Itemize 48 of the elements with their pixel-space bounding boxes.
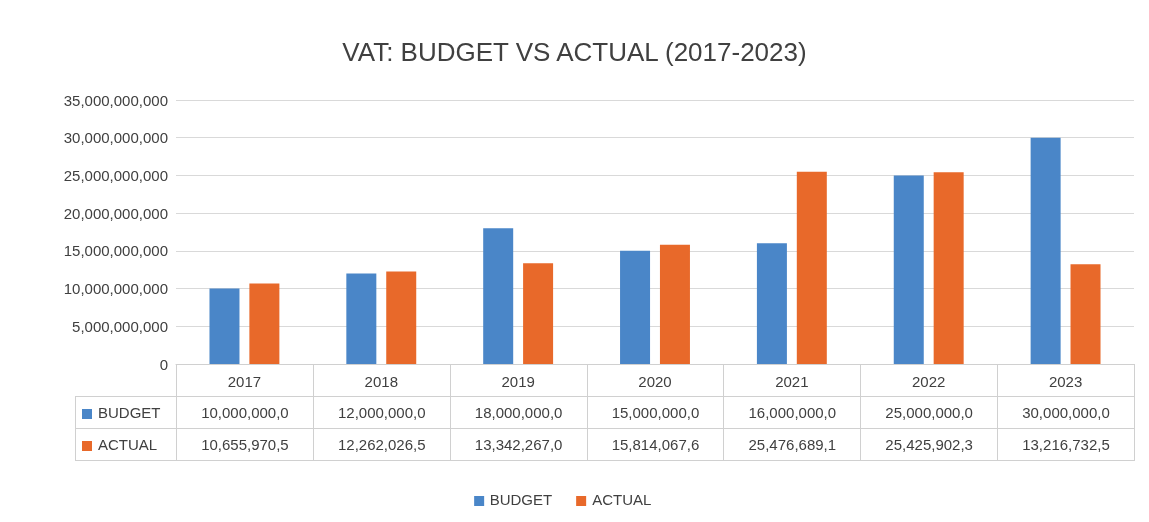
- data-label: 30,000,000,0: [997, 396, 1135, 429]
- bar: [1030, 137, 1061, 364]
- data-label: 25,425,902,3: [860, 428, 998, 461]
- chart-title: VAT: BUDGET VS ACTUAL (2017-2023): [342, 37, 807, 67]
- x-tick-label: 2019: [501, 373, 535, 390]
- bar: [1070, 264, 1101, 364]
- y-tick-label: 10,000,000,000: [63, 280, 168, 298]
- bar: [796, 171, 827, 364]
- legend-label: BUDGET: [75, 396, 177, 429]
- data-label: 25,000,000,0: [860, 396, 998, 429]
- bar: [659, 244, 690, 364]
- x-tick-label: 2021: [775, 373, 809, 390]
- bar: [893, 175, 924, 364]
- y-tick-label: 20,000,000,000: [63, 204, 168, 222]
- data-label: 16,000,000,0: [723, 396, 861, 429]
- x-tick-label: 2023: [1048, 373, 1083, 390]
- data-label: 13,216,732,5: [997, 428, 1135, 461]
- data-label: 15,814,067,6: [587, 428, 724, 461]
- y-tick-label: 30,000,000,000: [63, 129, 168, 147]
- text: BUDGET: [489, 491, 553, 508]
- y-tick-label: 0: [159, 355, 168, 373]
- x-tick-label: 2018: [364, 373, 398, 390]
- data-label: 13,342,267,0: [450, 428, 588, 461]
- bar: [933, 172, 964, 364]
- x-tick-label: 2022: [912, 373, 946, 390]
- text: ACTUAL: [592, 491, 652, 508]
- data-label: 12,262,026,5: [313, 428, 451, 461]
- y-tick-label: 15,000,000,000: [63, 242, 168, 260]
- y-tick-label: 5,000,000,000: [72, 317, 168, 335]
- data-label: 12,000,000,0: [313, 396, 451, 429]
- data-label: 10,655,970,5: [176, 428, 314, 461]
- bar: [346, 273, 377, 364]
- data-label: 15,000,000,0: [587, 396, 724, 429]
- bar: [386, 271, 417, 364]
- bar: [523, 263, 554, 364]
- bar: [209, 288, 240, 364]
- legend-label: ACTUAL: [75, 428, 177, 461]
- bar: [249, 283, 280, 364]
- bar: [620, 250, 651, 364]
- x-tick-label: 2020: [638, 373, 672, 390]
- y-tick-label: 35,000,000,000: [63, 91, 168, 109]
- bar: [483, 228, 514, 364]
- data-label: 18,000,000,0: [450, 396, 588, 429]
- bar: [756, 243, 787, 364]
- data-label: 10,000,000,0: [176, 396, 314, 429]
- x-tick-label: 2017: [227, 373, 262, 390]
- data-label: 25,476,689,1: [723, 428, 861, 461]
- y-tick-label: 25,000,000,000: [63, 166, 168, 184]
